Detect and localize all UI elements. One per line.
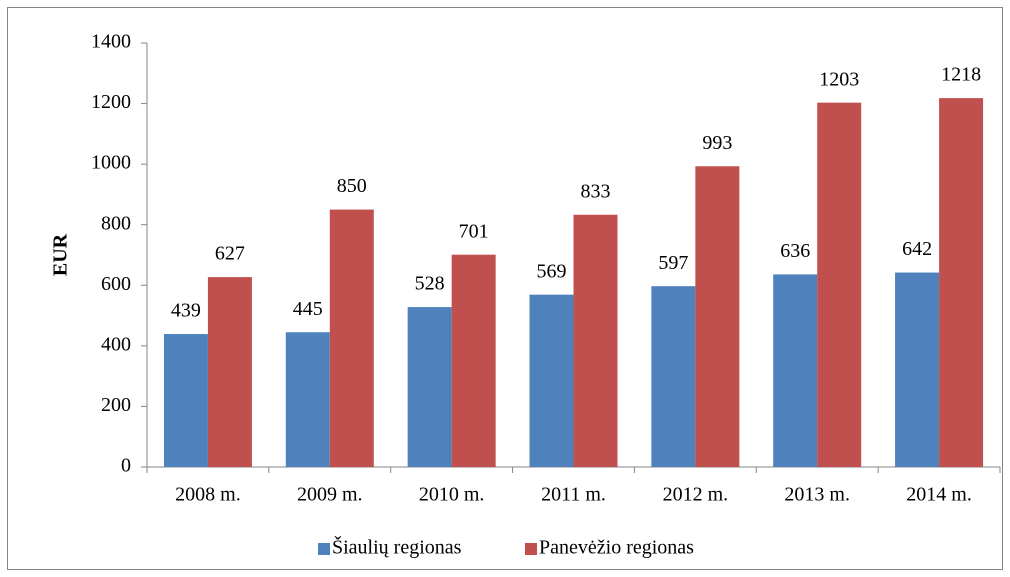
bar bbox=[285, 332, 330, 467]
data-label: 597 bbox=[658, 252, 688, 274]
data-label: 528 bbox=[415, 273, 445, 295]
bar bbox=[939, 98, 984, 468]
bar bbox=[329, 209, 374, 468]
bar bbox=[529, 294, 574, 467]
chart-border bbox=[7, 7, 1003, 570]
bar bbox=[573, 214, 618, 467]
data-label: 850 bbox=[337, 175, 367, 197]
x-tick-label: 2008 m. bbox=[175, 484, 241, 506]
y-tick-label: 1000 bbox=[91, 152, 131, 174]
bar bbox=[817, 102, 862, 468]
y-tick-label: 600 bbox=[101, 273, 131, 295]
x-tick-label: 2010 m. bbox=[419, 484, 485, 506]
bar bbox=[651, 286, 696, 467]
y-tick-label: 800 bbox=[101, 212, 131, 234]
y-tick-label: 1400 bbox=[91, 31, 131, 53]
bar bbox=[207, 277, 252, 467]
legend-swatch bbox=[318, 543, 330, 555]
data-label: 1203 bbox=[819, 68, 859, 90]
data-label: 569 bbox=[537, 260, 567, 282]
legend-label: Šiaulių regionas bbox=[332, 535, 462, 559]
legend-label: Panevėžio regionas bbox=[539, 537, 694, 559]
x-tick-label: 2009 m. bbox=[297, 484, 363, 506]
y-tick-label: 1200 bbox=[91, 91, 131, 113]
y-tick-label: 200 bbox=[101, 394, 131, 416]
bar bbox=[895, 272, 940, 467]
x-tick-label: 2014 m. bbox=[906, 484, 972, 506]
x-tick-label: 2011 m. bbox=[541, 484, 606, 506]
y-axis-label: EUR bbox=[50, 233, 72, 276]
data-label: 1218 bbox=[941, 64, 981, 86]
bar bbox=[163, 334, 208, 467]
y-tick-label: 400 bbox=[101, 333, 131, 355]
data-label: 642 bbox=[902, 238, 932, 260]
data-label: 445 bbox=[293, 298, 323, 320]
data-label: 701 bbox=[459, 220, 489, 242]
x-tick-label: 2012 m. bbox=[663, 484, 729, 506]
bar bbox=[695, 166, 740, 467]
data-label: 636 bbox=[780, 240, 810, 262]
bar bbox=[451, 254, 496, 467]
y-tick-label: 0 bbox=[121, 455, 131, 477]
data-label: 833 bbox=[581, 180, 611, 202]
legend-swatch bbox=[525, 543, 537, 555]
bar bbox=[407, 307, 452, 467]
data-label: 439 bbox=[171, 300, 201, 322]
bar bbox=[773, 274, 818, 467]
data-label: 993 bbox=[702, 132, 732, 154]
data-label: 627 bbox=[215, 243, 245, 265]
x-tick-label: 2013 m. bbox=[784, 484, 850, 506]
